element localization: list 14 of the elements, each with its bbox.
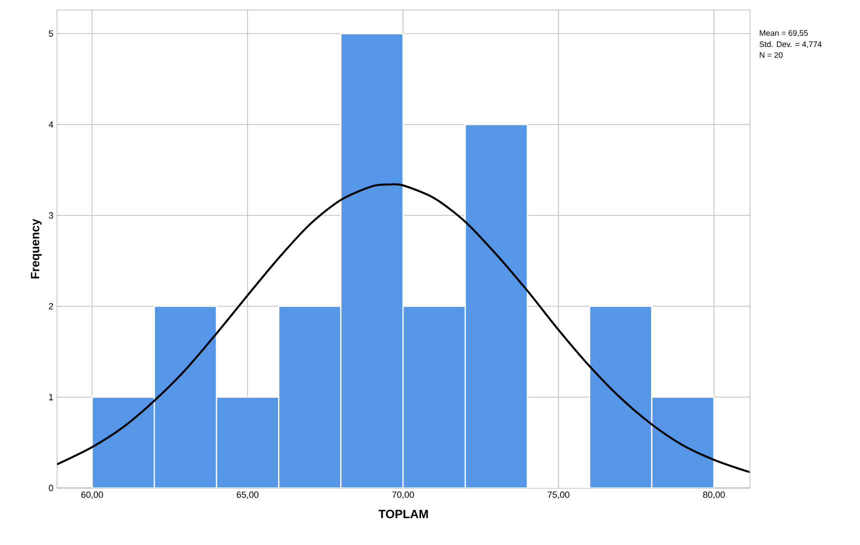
y-tick-label: 5	[48, 30, 54, 37]
y-tick-label: 1	[49, 394, 54, 400]
x-tick-label: 75,00	[548, 492, 570, 499]
x-tick-label: 65,00	[236, 492, 258, 499]
x-axis-title: TOPLAM	[378, 510, 428, 518]
x-tick-label: 70,00	[392, 492, 414, 499]
y-tick-label: 3	[48, 212, 54, 219]
y-tick-label: 4	[48, 121, 54, 128]
y-axis-title: Frequency	[30, 218, 42, 278]
x-tick-label: 80,00	[703, 492, 725, 499]
line-series	[57, 183, 750, 473]
y-tick-label: 2	[48, 303, 54, 310]
y-tick-label: 0	[48, 484, 54, 492]
x-tick-label: 60,00	[81, 492, 104, 499]
